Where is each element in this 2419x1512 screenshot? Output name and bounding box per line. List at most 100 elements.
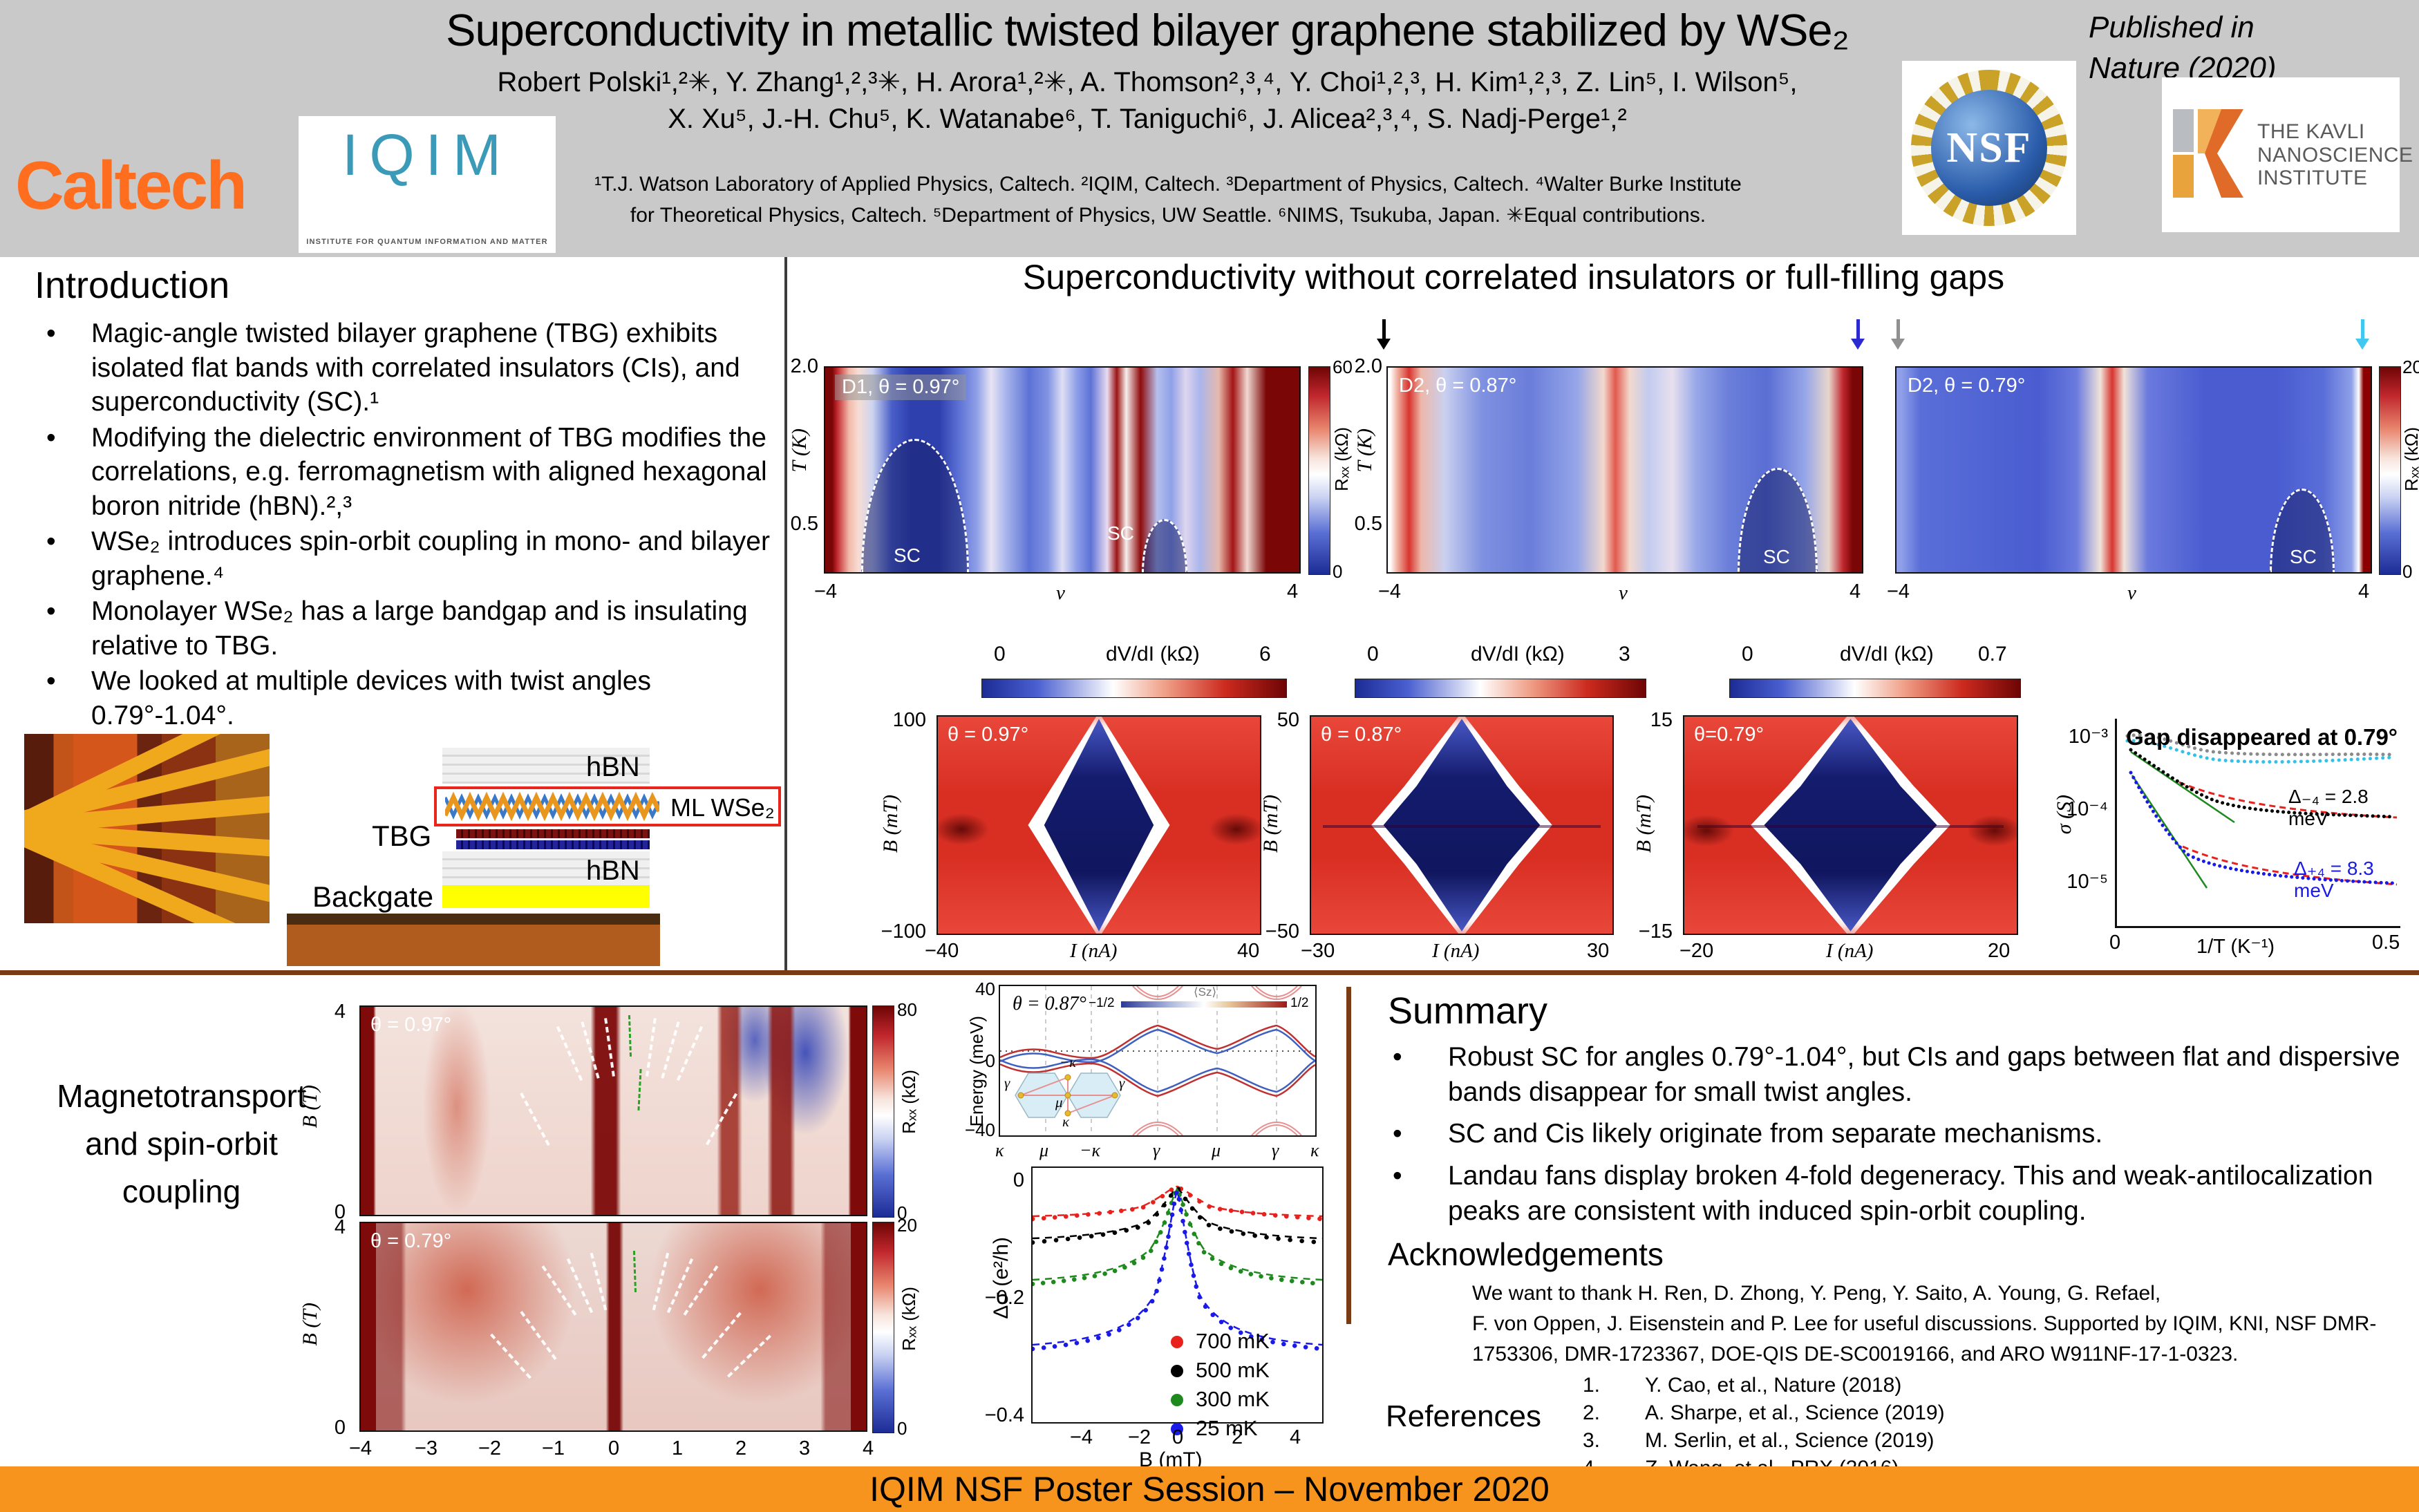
band-label: θ = 0.87°	[1013, 993, 1086, 1014]
d1-ylabel: B (mT)	[879, 795, 902, 853]
midline	[1323, 825, 1601, 828]
backgate-bar	[442, 886, 650, 908]
band-xtick-5: γ	[1272, 1140, 1279, 1160]
authors-line2: X. Xu⁵, J.-H. Chu⁵, K. Watanabe⁶, T. Tan…	[668, 104, 1627, 134]
bullet-icon: •	[1393, 1119, 1402, 1149]
footer-banner: IQIM NSF Poster Session – November 2020	[0, 1466, 2419, 1512]
intro-bullet: • Magic-angle twisted bilayer graphene (T…	[31, 316, 778, 419]
gap-xtick-left: 0	[2109, 932, 2121, 954]
summary-bullet-text: Landau fans display broken 4-fold degene…	[1448, 1161, 2373, 1226]
smudge	[1209, 813, 1260, 845]
tbg-layer-top	[456, 829, 650, 838]
intro-bullet: • We looked at multiple devices with twis…	[31, 664, 778, 733]
ref-item: 2. A. Sharpe, et al., Science (2019)	[1583, 1399, 1945, 1427]
d3-ytick-top: 15	[1650, 709, 1673, 731]
band-xtick-3: γ	[1153, 1140, 1160, 1160]
p3-label: D2, θ = 0.79°	[1908, 375, 2026, 397]
p1-cbar-label: Rₓₓ (kΩ)	[1331, 427, 1352, 491]
schematic-wse2-box: ML WSe₂	[434, 786, 781, 826]
p1-cbar-top: 60	[1333, 357, 1353, 377]
mgA-ytick-top: 4	[334, 1001, 346, 1023]
d2-ytick-top: 50	[1277, 709, 1299, 731]
legend-label: 500 mK	[1196, 1357, 1270, 1382]
p3-xtick-left: −4	[1887, 580, 1910, 603]
summary-bullet-text: Robust SC for angles 0.79°-1.04°, but CI…	[1448, 1042, 2400, 1107]
gap-ann-minus4: Δ₋₄ = 2.8 meV	[2288, 786, 2369, 829]
wal-xtick-2: 0	[1172, 1426, 1184, 1448]
midline	[1697, 825, 2004, 828]
d2-cbar-max: 3	[1619, 643, 1630, 665]
d3-label: θ=0.79°	[1694, 724, 1764, 746]
d3-ylabel: B (mT)	[1632, 795, 1655, 853]
arrow-blue-icon	[1851, 319, 1865, 350]
ack-heading: Acknowledgements	[1388, 1236, 1664, 1272]
mg-xtick: −2	[478, 1437, 502, 1459]
kavli-logo: THE KAVLI NANOSCIENCE INSTITUTE	[2162, 77, 2413, 232]
magneto-heading: Magnetotransport and spin-orbit coupling	[10, 1072, 352, 1216]
mgA-ylabel: B (T)	[299, 1085, 321, 1128]
d2-xtick-left: −30	[1301, 940, 1335, 962]
ref-num: 3.	[1583, 1429, 1601, 1452]
p2-xtick-right: 4	[1849, 580, 1861, 603]
gap-xlabel: 1/T (K⁻¹)	[2196, 936, 2275, 958]
arrow-gray-icon	[1891, 319, 1905, 350]
p2-label: D2, θ = 0.87°	[1399, 375, 1517, 397]
nsf-ring-icon: NSF	[1911, 70, 2067, 226]
gap-ytick-3: 10⁻⁵	[2067, 871, 2108, 893]
mg-xtick: 3	[799, 1437, 811, 1459]
smudge	[938, 813, 989, 845]
hbn-top-label: hBN	[586, 752, 640, 782]
authors-line1: Robert Polski¹,²✳, Y. Zhang¹,²,³✳, H. Ar…	[497, 67, 1798, 97]
p2-ylabel: T (K)	[1353, 428, 1376, 473]
d3-cbar-label: dV/dI (kΩ)	[1840, 643, 1934, 665]
tbg-layer-bottom	[456, 840, 650, 849]
band-xtick-6: κ	[1310, 1140, 1319, 1160]
mgA-colorbar	[872, 1005, 894, 1218]
p2-sc-dome: SC	[1738, 468, 1818, 572]
d2-ytick-bottom: −50	[1265, 920, 1299, 943]
refs-list: 1. Y. Cao, et al., Nature (2018) 2. A. Sha…	[1583, 1372, 1945, 1482]
inset-gamma-right: γ	[1119, 1075, 1125, 1091]
ref-item: 1. Y. Cao, et al., Nature (2018)	[1583, 1372, 1945, 1399]
intro-bullet: • Monolayer WSe₂ has a large bandgap and …	[31, 594, 778, 663]
ref-num: 2.	[1583, 1401, 1601, 1424]
d2-cbar-min: 0	[1367, 643, 1379, 665]
refs-heading: References	[1386, 1399, 1542, 1433]
d1-ytick-bottom: −100	[881, 920, 926, 943]
gap-ytick-2: 10⁻⁴	[2066, 798, 2108, 820]
band-colorbar	[1121, 1001, 1287, 1008]
nsf-logo: NSF	[1902, 61, 2076, 235]
intro-bullet-text: Modifying the dielectric environment of …	[91, 422, 767, 521]
summary-bullet: • Landau fans display broken 4-fold degen…	[1386, 1159, 2409, 1229]
band-ytick-top: 40	[975, 979, 995, 999]
caltech-logo: Caltech	[15, 147, 247, 223]
hbn-bottom-label: hBN	[586, 856, 640, 886]
mg-xtick: 4	[863, 1437, 874, 1459]
summary-bullet: • Robust SC for angles 0.79°-1.04°, but C…	[1386, 1040, 2409, 1110]
band-ytick-bottom: −40	[964, 1119, 995, 1140]
horizontal-divider	[0, 970, 2419, 975]
legend-dot-black	[1171, 1364, 1183, 1377]
d2-xtick-right: 30	[1587, 940, 1610, 962]
wal-xtick-4: 4	[1290, 1426, 1301, 1448]
sc-label: SC	[894, 545, 921, 566]
gap-plot: Gap disappeared at 0.79° Δ₋₄ = 2.8 meV Δ…	[2115, 719, 2400, 928]
wse2-chain-icon	[445, 792, 659, 822]
d2-ylabel: B (mT)	[1259, 795, 1282, 853]
mgB-ylabel: B (T)	[299, 1303, 321, 1346]
gap-plot-series	[2125, 733, 2398, 889]
p1-xlabel: ν	[1056, 582, 1065, 604]
legend-label: 700 mK	[1196, 1329, 1270, 1353]
kavli-text: THE KAVLI NANOSCIENCE INSTITUTE	[2257, 120, 2413, 190]
ack-line: F. von Oppen, J. Eisenstein and P. Lee f…	[1472, 1312, 2377, 1336]
poster-title: Superconductivity in metallic twisted bi…	[446, 5, 1849, 55]
summary-bullet-text: SC and Cis likely originate from separat…	[1448, 1119, 2103, 1149]
wal-series	[1030, 1182, 1325, 1352]
p1-xtick-left: −4	[814, 580, 838, 603]
intro-bullet-text: Magic-angle twisted bilayer graphene (TB…	[91, 319, 740, 417]
d1-xtick-left: −40	[925, 940, 959, 962]
legend-label: 300 mK	[1196, 1386, 1270, 1411]
p3-cbar-top: 20	[2402, 357, 2419, 377]
diamond-087: θ = 0.87°	[1310, 715, 1614, 935]
legend-dot-blue	[1171, 1422, 1183, 1435]
